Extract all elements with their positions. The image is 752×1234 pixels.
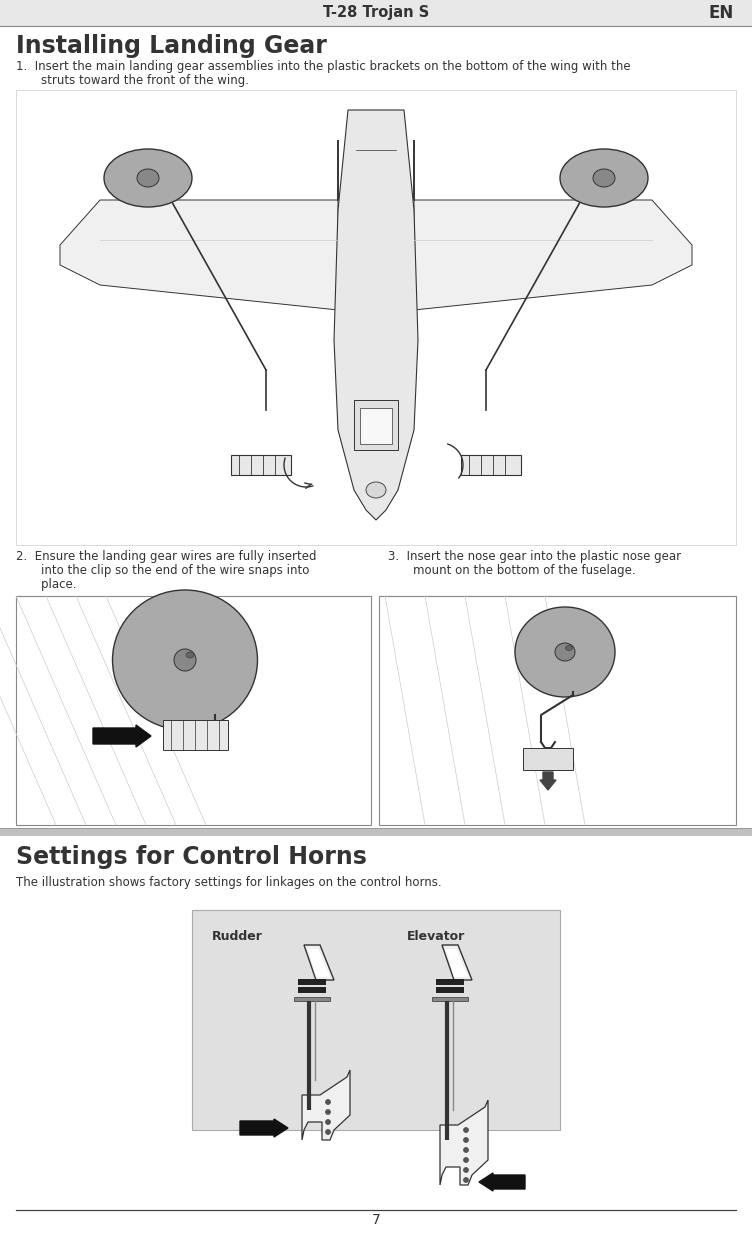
Ellipse shape <box>366 482 386 499</box>
Ellipse shape <box>515 607 615 697</box>
Text: 7: 7 <box>371 1213 381 1227</box>
Polygon shape <box>308 949 330 977</box>
Text: Installing Landing Gear: Installing Landing Gear <box>16 35 327 58</box>
Ellipse shape <box>566 645 572 650</box>
Circle shape <box>463 1177 468 1182</box>
Ellipse shape <box>560 149 648 207</box>
Ellipse shape <box>555 643 575 661</box>
FancyArrow shape <box>93 726 151 747</box>
Ellipse shape <box>186 652 194 658</box>
FancyArrow shape <box>479 1174 525 1191</box>
Bar <box>294 997 330 1001</box>
Text: EN: EN <box>708 4 734 22</box>
Circle shape <box>326 1099 330 1104</box>
Polygon shape <box>60 139 338 380</box>
Bar <box>298 987 326 993</box>
Ellipse shape <box>593 169 615 188</box>
Bar <box>16 90 736 545</box>
Ellipse shape <box>174 649 196 671</box>
Circle shape <box>326 1119 330 1124</box>
Circle shape <box>463 1148 468 1153</box>
Text: T-28 Trojan S: T-28 Trojan S <box>323 5 429 21</box>
Text: 3.  Insert the nose gear into the plastic nose gear: 3. Insert the nose gear into the plastic… <box>388 550 681 563</box>
Bar <box>298 979 326 985</box>
FancyArrow shape <box>240 1119 288 1137</box>
Text: struts toward the front of the wing.: struts toward the front of the wing. <box>26 74 249 88</box>
Bar <box>461 455 521 475</box>
Bar <box>523 748 573 770</box>
Bar <box>379 596 736 826</box>
Polygon shape <box>414 139 692 380</box>
FancyArrow shape <box>540 772 556 790</box>
Bar <box>231 455 291 475</box>
Text: 2.  Ensure the landing gear wires are fully inserted: 2. Ensure the landing gear wires are ful… <box>16 550 317 563</box>
Polygon shape <box>334 110 418 520</box>
Polygon shape <box>302 1070 350 1140</box>
Text: 1.  Insert the main landing gear assemblies into the plastic brackets on the bot: 1. Insert the main landing gear assembli… <box>16 60 631 73</box>
Polygon shape <box>442 945 472 980</box>
Text: Settings for Control Horns: Settings for Control Horns <box>16 845 367 869</box>
Text: Rudder: Rudder <box>212 930 263 943</box>
Text: into the clip so the end of the wire snaps into: into the clip so the end of the wire sna… <box>26 564 309 578</box>
Polygon shape <box>304 945 334 980</box>
Bar <box>16 596 371 826</box>
Text: Elevator: Elevator <box>407 930 465 943</box>
Circle shape <box>326 1109 330 1114</box>
Bar <box>192 909 560 1130</box>
Bar <box>436 979 464 985</box>
Circle shape <box>463 1128 468 1133</box>
Bar <box>0 828 752 835</box>
Bar <box>0 0 752 26</box>
Polygon shape <box>446 949 468 977</box>
Ellipse shape <box>104 149 192 207</box>
Circle shape <box>463 1138 468 1143</box>
Polygon shape <box>440 1099 488 1185</box>
Bar <box>354 400 398 450</box>
Circle shape <box>463 1167 468 1172</box>
Bar <box>432 997 468 1001</box>
Text: place.: place. <box>26 578 77 591</box>
Bar <box>163 719 228 750</box>
Ellipse shape <box>113 590 257 731</box>
Bar <box>436 987 464 993</box>
Circle shape <box>463 1157 468 1162</box>
Bar <box>360 408 392 444</box>
Text: mount on the bottom of the fuselage.: mount on the bottom of the fuselage. <box>398 564 635 578</box>
Ellipse shape <box>137 169 159 188</box>
Text: The illustration shows factory settings for linkages on the control horns.: The illustration shows factory settings … <box>16 876 441 888</box>
Circle shape <box>326 1129 330 1134</box>
